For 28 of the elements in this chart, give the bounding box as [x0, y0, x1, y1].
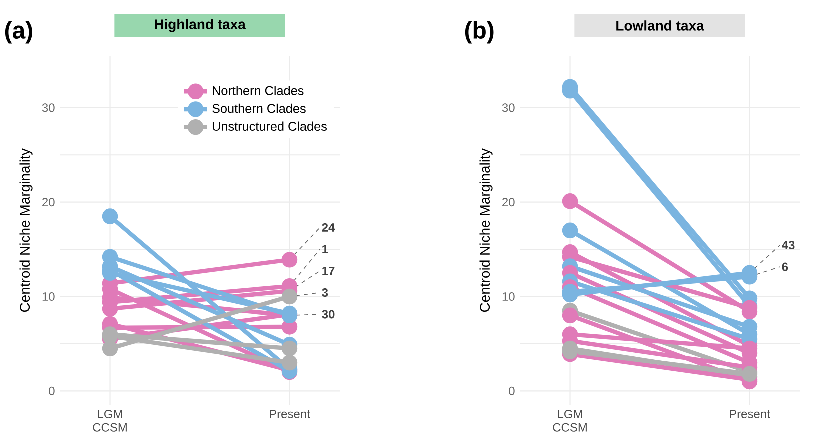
- text: (b): [465, 21, 494, 44]
- y-axis-title: Centroid Niche Marginality: [20, 148, 33, 312]
- annotation: 17: [322, 266, 335, 276]
- x-tick-label: LGM CCSM: [553, 410, 587, 432]
- legend-label: Unstructured Clades: [212, 122, 327, 132]
- y-tick-label: 20: [42, 198, 55, 207]
- annotation: 43: [782, 241, 795, 250]
- annotation: 3: [322, 288, 328, 298]
- y-tick-label: 0: [49, 386, 55, 396]
- legend-label: Southern Clades: [212, 104, 306, 114]
- x-tick-label: Present: [730, 410, 770, 418]
- chart-title: Lowland taxa: [616, 20, 704, 31]
- annotation: 30: [322, 310, 335, 319]
- y-axis-title: Centroid Niche Marginality: [480, 148, 493, 312]
- y-tick-label: 10: [502, 292, 515, 302]
- y-tick-label: 30: [502, 104, 515, 112]
- annotation: 1: [322, 245, 328, 254]
- y-tick-label: 0: [509, 386, 515, 396]
- text: (a): [5, 21, 32, 44]
- y-tick-label: 30: [42, 104, 55, 112]
- annotation: 6: [782, 262, 788, 272]
- x-tick-label: Present: [270, 410, 310, 418]
- chart-title: Highland taxa: [155, 19, 246, 32]
- y-tick-label: 20: [502, 198, 515, 207]
- legend-label: Northern Clades: [213, 86, 304, 96]
- x-tick-label: LGM CCSM: [93, 410, 127, 432]
- y-tick-label: 10: [42, 292, 55, 302]
- annotation: 24: [322, 223, 336, 232]
